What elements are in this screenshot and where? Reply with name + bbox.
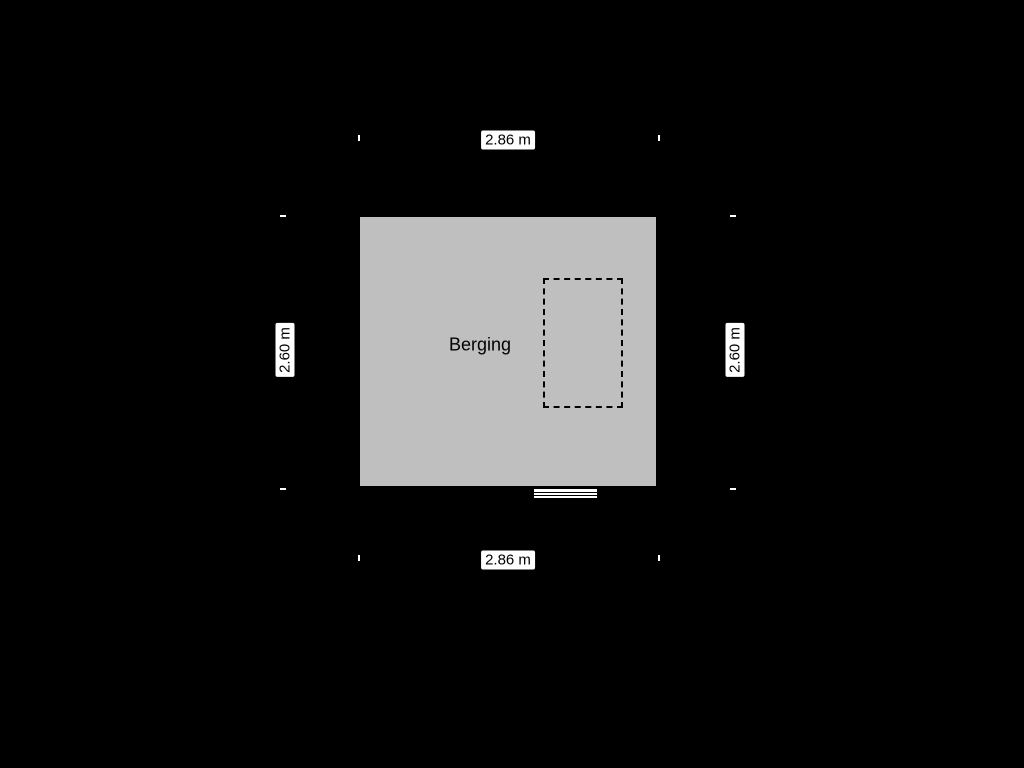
dim-tick [658, 555, 660, 561]
floorplan-canvas: Berging 2.86 m 2.86 m 2.60 m 2.60 m [0, 0, 1024, 768]
dashed-feature [543, 278, 623, 408]
dim-tick [280, 488, 286, 490]
dimension-left: 2.60 m [276, 323, 295, 377]
dimension-top: 2.86 m [481, 131, 535, 150]
dim-tick [358, 555, 360, 561]
dim-tick [658, 135, 660, 141]
dim-tick [730, 215, 736, 217]
dimension-bottom: 2.86 m [481, 551, 535, 570]
dimension-right: 2.60 m [726, 323, 745, 377]
door-threshold [533, 488, 598, 500]
room-label: Berging [449, 335, 511, 356]
dim-tick [730, 488, 736, 490]
dim-tick [358, 135, 360, 141]
dim-tick [280, 215, 286, 217]
